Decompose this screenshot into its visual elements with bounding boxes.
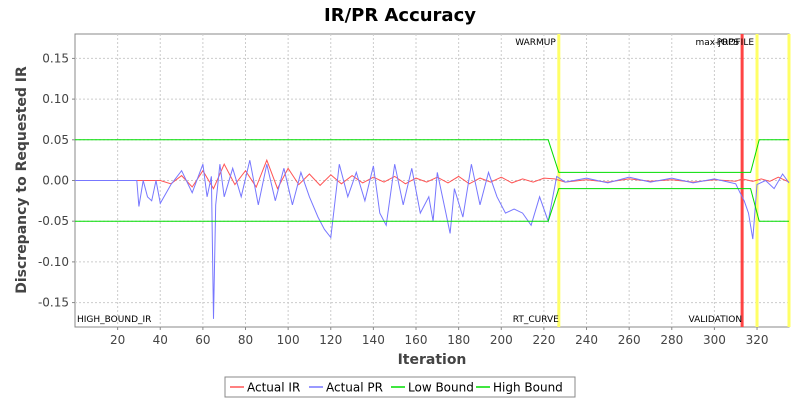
x-tick-label: 160: [405, 333, 428, 347]
phase-marker-top-label: PROFILE: [717, 38, 755, 48]
x-tick-label: 140: [362, 333, 385, 347]
phase-marker-top-label: WARMUP: [515, 38, 556, 48]
series-line: [75, 188, 789, 222]
series-lines: [75, 139, 790, 319]
legend: Actual IR Actual PR Low Bound High Bound: [224, 376, 576, 398]
y-tick-label: 0.15: [42, 51, 69, 65]
y-tick-label: 0.00: [42, 174, 69, 188]
x-tick-label: 100: [277, 333, 300, 347]
x-axis-ticks: 20 40 60 80 100 120 140 160 180 200 220 240 260 280 30…: [110, 327, 768, 347]
phase-marker-line: [787, 34, 791, 327]
series-line: [75, 139, 789, 173]
series-line: [75, 160, 790, 319]
y-axis-label: Discrepancy to Requested IR: [14, 66, 30, 294]
y-tick-label: -0.10: [38, 255, 69, 269]
phase-marker-line: [740, 34, 744, 327]
y-tick-label: -0.05: [38, 214, 69, 228]
phase-marker-bottom-label: RT_CURVE: [513, 315, 559, 325]
phase-marker-top-label: max-jOPS: [696, 38, 740, 48]
chart-title: IR/PR Accuracy: [324, 5, 476, 26]
legend-label: Actual IR: [247, 381, 300, 395]
y-tick-label: 0.05: [42, 133, 69, 147]
y-tick-label: -0.15: [38, 296, 69, 310]
x-tick-label: 280: [660, 333, 683, 347]
x-tick-label: 180: [447, 333, 470, 347]
legend-label: Actual PR: [326, 381, 383, 395]
phase-marker-bottom-label: VALIDATION: [689, 315, 743, 325]
start-label: HIGH_BOUND_IR: [77, 315, 151, 325]
x-tick-label: 320: [746, 333, 769, 347]
legend-label: High Bound: [493, 381, 563, 395]
x-tick-label: 20: [110, 333, 125, 347]
series-line: [75, 158, 790, 190]
legend-label: Low Bound: [408, 381, 474, 395]
y-axis-ticks: -0.15 -0.10 -0.05 0.00 0.05 0.10 0.15: [38, 51, 75, 310]
x-tick-label: 240: [575, 333, 598, 347]
x-tick-label: 60: [195, 333, 210, 347]
x-tick-label: 40: [153, 333, 168, 347]
x-tick-label: 120: [319, 333, 342, 347]
x-tick-label: 260: [618, 333, 641, 347]
x-axis-label: Iteration: [398, 352, 467, 368]
x-tick-label: 200: [490, 333, 513, 347]
x-tick-label: 80: [238, 333, 253, 347]
x-tick-label: 300: [703, 333, 726, 347]
y-tick-label: 0.10: [42, 92, 69, 106]
x-tick-label: 220: [532, 333, 555, 347]
